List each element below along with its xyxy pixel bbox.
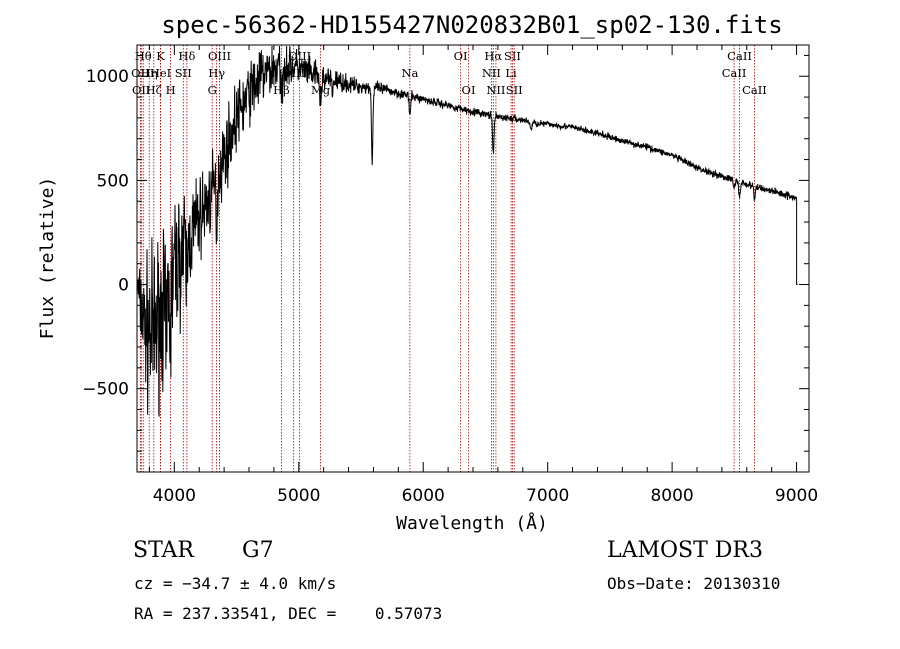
marker-label-25: OI <box>462 83 476 97</box>
marker-label-15: Na <box>401 66 418 80</box>
marker-label-11: HeI <box>150 66 171 80</box>
y-tick-label-0: −500 <box>82 380 129 400</box>
survey-name: LAMOST DR3 <box>607 538 763 563</box>
spectrum-line <box>136 45 798 417</box>
marker-label-12: SII <box>175 66 192 80</box>
redshift-velocity: cz = −34.7 ± 4.0 km/s <box>134 574 337 593</box>
y-axis-ticks: −500 0 500 1000 <box>82 54 809 452</box>
marker-label-13: Hγ <box>208 66 225 80</box>
marker-label-17: Li <box>505 66 517 80</box>
coordinates: RA = 237.33541, DEC = 0.57073 <box>134 604 443 623</box>
chart-title: spec-56362-HD155427N020832B01_sp02-130.f… <box>161 11 782 39</box>
marker-label-16: NII <box>482 66 501 80</box>
marker-label-8: CaII <box>727 49 752 63</box>
marker-label-24: Mg <box>311 83 331 97</box>
marker-label-27: SII <box>506 83 523 97</box>
marker-label-5: OI <box>454 49 468 63</box>
marker-label-2: Hδ <box>178 49 195 63</box>
marker-label-18: CaII <box>722 66 747 80</box>
marker-label-3: OIII <box>208 49 231 63</box>
y-tick-label-1: 0 <box>118 276 129 296</box>
marker-label-6: Hα <box>484 49 502 63</box>
y-tick-label-3: 1000 <box>86 67 129 87</box>
object-subclass: G7 <box>242 538 274 563</box>
marker-label-26: NII <box>486 83 505 97</box>
marker-label-20: Hζ <box>146 83 162 97</box>
x-tick-label-5: 9000 <box>775 486 818 506</box>
x-axis-label: Wavelength (Å) <box>396 512 548 534</box>
x-tick-label-0: 4000 <box>153 486 196 506</box>
y-tick-label-2: 500 <box>97 171 129 191</box>
object-class: STAR <box>133 538 194 563</box>
marker-label-1: K <box>156 49 165 63</box>
marker-label-7: SII <box>504 49 521 63</box>
y-axis-label: Flux (relative) <box>37 177 58 340</box>
marker-label-21: H <box>166 83 176 97</box>
x-tick-label-1: 5000 <box>277 486 320 506</box>
x-tick-label-2: 6000 <box>402 486 445 506</box>
x-axis-ticks: 4000 5000 6000 7000 8000 9000 <box>148 45 818 506</box>
marker-label-28: CaII <box>742 83 767 97</box>
marker-label-0: Hθ <box>135 49 152 63</box>
x-tick-label-4: 8000 <box>650 486 693 506</box>
marker-label-22: G <box>208 83 217 97</box>
x-tick-label-3: 7000 <box>526 486 569 506</box>
observation-date: Obs−Date: 20130310 <box>607 574 781 593</box>
